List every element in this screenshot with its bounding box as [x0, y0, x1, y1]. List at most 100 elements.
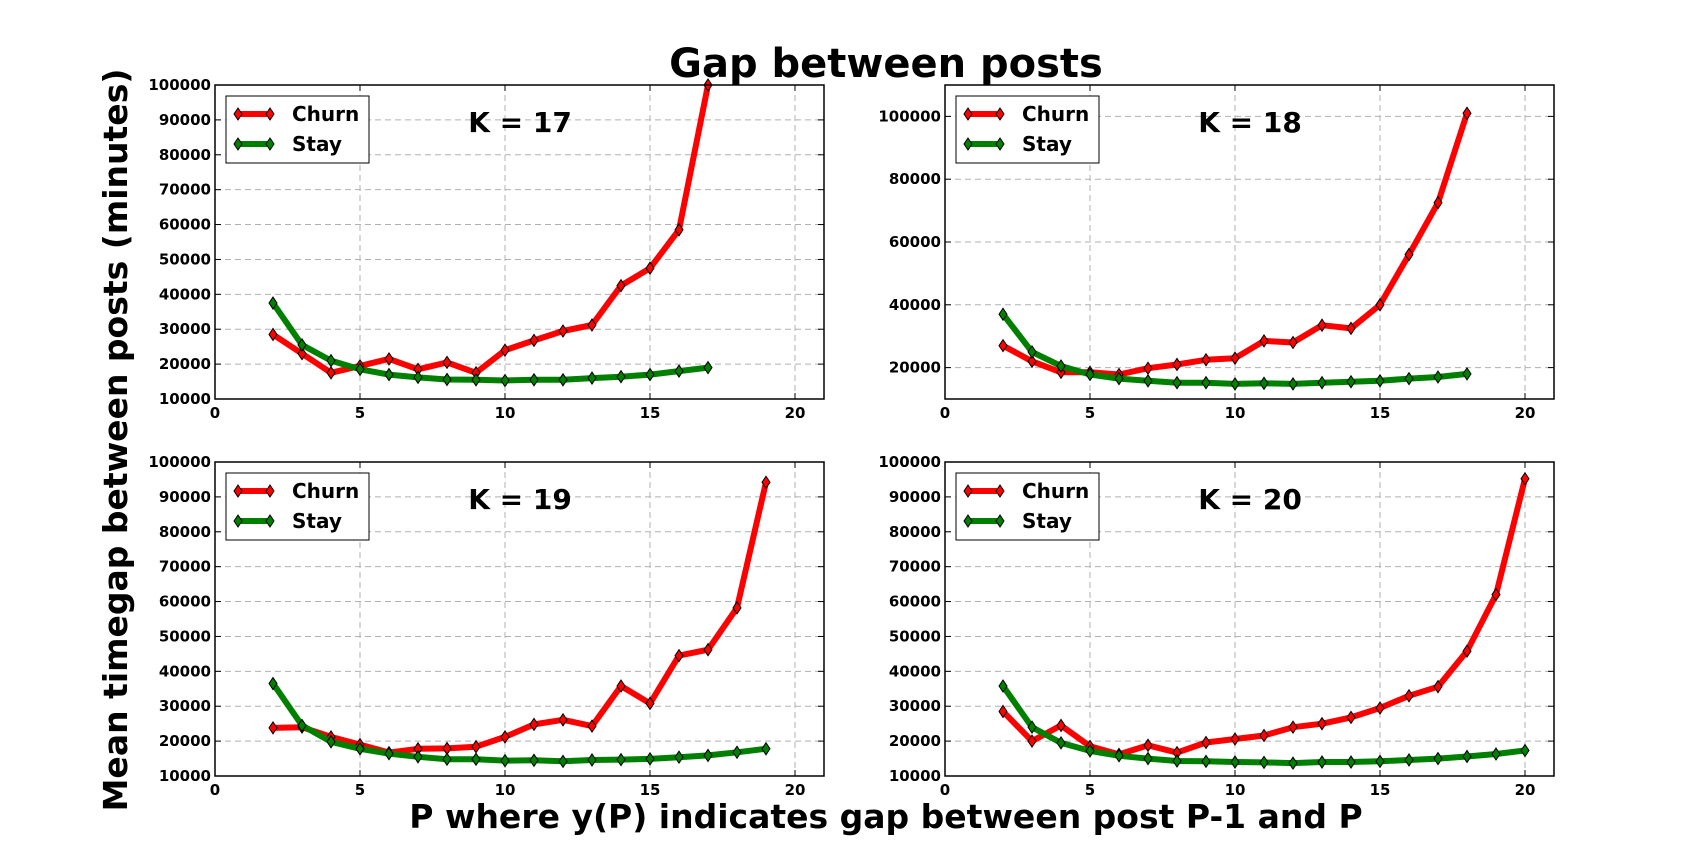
legend-label-churn: Churn — [1022, 102, 1089, 126]
x-tick-label: 5 — [1085, 781, 1095, 799]
data-point-stay — [1433, 370, 1443, 384]
y-tick-label: 90000 — [889, 488, 941, 506]
series-line-churn — [270, 82, 711, 376]
x-tick-label: 10 — [495, 781, 516, 799]
data-point-churn — [1433, 195, 1443, 210]
subplot-3: 0 5 10 15 20 10000 20000 30000 40000 50000 60000 70… — [148, 453, 825, 799]
legend-label-stay: Stay — [292, 509, 342, 533]
panel-annotation: K = 17 — [468, 106, 572, 139]
data-point-stay — [1230, 755, 1240, 769]
y-tick-label: 60000 — [159, 216, 211, 234]
data-point-churn — [1375, 701, 1385, 715]
data-point-churn — [500, 343, 510, 358]
data-point-churn — [471, 739, 481, 754]
figure-title: Gap between posts — [669, 41, 1103, 87]
legend-marker-churn — [963, 484, 973, 498]
y-tick-label: 20000 — [889, 359, 941, 377]
y-tick-label: 50000 — [159, 627, 211, 645]
data-point-churn — [297, 346, 307, 361]
y-tick-label: 40000 — [889, 662, 941, 680]
data-point-churn — [442, 355, 452, 370]
y-tick-label: 80000 — [159, 146, 211, 164]
data-point-churn — [1143, 738, 1153, 753]
data-point-churn — [1201, 735, 1211, 750]
legend-box — [955, 472, 1100, 541]
legend-marker-churn — [995, 484, 1005, 498]
data-point-stay — [1317, 375, 1327, 390]
legend: Churn Stay — [955, 95, 1100, 164]
data-point-churn — [529, 333, 539, 348]
legend-marker-churn — [233, 107, 243, 121]
data-point-churn — [1259, 334, 1269, 348]
y-tick-label: 30000 — [159, 697, 211, 715]
axes-frame — [214, 461, 825, 777]
data-point-stay — [587, 753, 597, 767]
data-point-stay — [1201, 754, 1211, 769]
y-tick-label: 60000 — [889, 593, 941, 611]
data-point-churn — [1288, 335, 1298, 350]
x-tick-label: 0 — [210, 404, 220, 422]
data-point-stay — [1201, 375, 1211, 390]
legend-marker-stay — [995, 137, 1005, 151]
data-point-stay — [1085, 743, 1095, 758]
data-point-churn — [1375, 297, 1385, 312]
data-point-stay — [645, 752, 655, 766]
data-point-churn — [645, 696, 655, 711]
data-point-churn — [616, 679, 626, 693]
data-point-churn — [761, 475, 771, 490]
legend-marker-stay — [963, 137, 973, 151]
panel-annotation: K = 20 — [1198, 483, 1302, 516]
data-point-churn — [1317, 716, 1327, 731]
subplot-4: 0 5 10 15 20 10000 20000 30000 40000 50000 60000 70… — [878, 453, 1555, 799]
x-tick-label: 15 — [640, 404, 661, 422]
data-point-stay — [529, 753, 539, 768]
data-point-churn — [998, 704, 1008, 719]
y-tick-label: 60000 — [159, 593, 211, 611]
legend-label-stay: Stay — [1022, 509, 1072, 533]
x-tick-label: 0 — [940, 781, 950, 799]
x-tick-label: 20 — [785, 404, 806, 422]
x-tick-label: 15 — [1370, 404, 1391, 422]
data-point-stay — [413, 370, 423, 385]
data-point-churn — [1462, 644, 1472, 658]
data-point-churn — [1520, 471, 1530, 486]
data-point-stay — [587, 371, 597, 385]
data-point-stay — [326, 353, 336, 368]
y-tick-label: 30000 — [159, 320, 211, 338]
x-tick-label: 5 — [355, 404, 365, 422]
legend-marker-stay — [265, 137, 275, 151]
y-tick-label: 100000 — [148, 76, 211, 94]
data-point-churn — [1346, 710, 1356, 725]
data-point-stay — [1346, 374, 1356, 389]
y-tick-label: 40000 — [889, 296, 941, 314]
data-point-stay — [297, 338, 307, 352]
data-point-churn — [587, 719, 597, 734]
data-point-stay — [1230, 377, 1240, 391]
data-point-stay — [1143, 373, 1153, 388]
x-tick-label: 15 — [640, 781, 661, 799]
data-point-churn — [1143, 361, 1153, 376]
data-point-churn — [1056, 718, 1066, 733]
data-point-churn — [1201, 352, 1211, 367]
data-point-stay — [1027, 720, 1037, 735]
data-point-stay — [1056, 735, 1066, 750]
data-point-churn — [558, 712, 568, 727]
data-point-churn — [645, 261, 655, 276]
legend-marker-churn — [963, 107, 973, 121]
y-tick-label: 100000 — [148, 453, 211, 471]
data-point-churn — [998, 338, 1008, 353]
axes-frame — [214, 84, 825, 400]
data-point-stay — [500, 373, 510, 388]
data-point-stay — [703, 360, 713, 375]
y-tick-label: 100000 — [878, 107, 941, 125]
panel-annotation: K = 19 — [468, 483, 572, 516]
y-tick-label: 80000 — [889, 170, 941, 188]
legend-marker-churn — [995, 107, 1005, 121]
y-tick-label: 40000 — [159, 662, 211, 680]
data-point-churn — [616, 278, 626, 293]
data-point-stay — [998, 679, 1008, 693]
legend-marker-churn — [233, 484, 243, 498]
data-point-churn — [1491, 587, 1501, 602]
y-tick-label: 100000 — [878, 453, 941, 471]
data-point-stay — [616, 369, 626, 384]
